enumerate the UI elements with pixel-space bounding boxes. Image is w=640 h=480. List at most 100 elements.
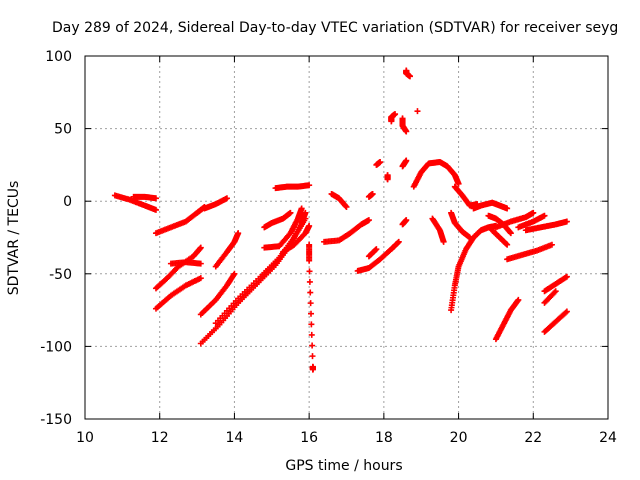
data-point <box>223 195 230 202</box>
data-point <box>309 342 316 349</box>
series-arc-42 <box>522 218 570 234</box>
data-point <box>403 157 410 164</box>
data-point <box>306 182 313 189</box>
series-arc-26 <box>399 157 410 170</box>
series-arc-2 <box>130 193 159 202</box>
series-arc-13 <box>261 209 294 231</box>
data-point <box>369 190 376 197</box>
data-point <box>551 289 558 296</box>
series-arc-19 <box>354 238 402 274</box>
data-point <box>373 246 380 253</box>
series-arc-41 <box>515 212 548 231</box>
data-point <box>308 321 315 328</box>
y-axis-label: SDTVAR / TECUs <box>6 181 22 296</box>
series-arc-33 <box>448 209 473 241</box>
series-arc-25 <box>399 115 410 135</box>
series-arc-40 <box>504 241 555 263</box>
data-point <box>302 209 309 216</box>
series-arc-15 <box>279 222 313 256</box>
data-point <box>541 212 548 219</box>
data-point <box>548 241 555 248</box>
data-point <box>235 230 242 237</box>
data-point <box>392 111 399 118</box>
x-tick-label: 12 <box>151 430 169 446</box>
y-tick-label: 0 <box>63 194 72 210</box>
data-point <box>197 244 204 251</box>
data-points <box>111 67 570 373</box>
data-point <box>152 206 159 213</box>
series-arc-20 <box>365 246 380 260</box>
data-point <box>440 238 447 245</box>
data-point <box>197 260 204 267</box>
series-arc-43 <box>541 273 570 295</box>
data-point <box>455 180 462 187</box>
data-point <box>231 270 238 277</box>
data-point <box>308 331 315 338</box>
series-arc-37 <box>489 227 511 248</box>
series-arc-4 <box>201 195 230 212</box>
series-arc-16 <box>306 241 316 373</box>
data-point <box>403 217 410 224</box>
data-point <box>309 366 316 373</box>
series-arc-11 <box>212 215 309 327</box>
data-point <box>395 238 402 245</box>
data-point <box>384 172 391 179</box>
series-arc-18 <box>328 190 350 211</box>
chart-title: Day 289 of 2024, Sidereal Day-to-day VTE… <box>52 20 618 36</box>
series-arc-34 <box>448 222 499 314</box>
series-arc-27 <box>399 217 410 228</box>
data-point <box>563 273 570 280</box>
data-point <box>197 275 204 282</box>
data-point <box>302 215 309 222</box>
series-arc-8 <box>197 270 238 318</box>
series-arc-1 <box>111 192 159 213</box>
x-axis-label: GPS time / hours <box>285 458 402 474</box>
series-arc-5 <box>152 244 204 292</box>
data-point <box>407 73 414 80</box>
series-arc-22 <box>373 158 384 168</box>
series-arc-7 <box>152 275 204 312</box>
series-arc-45 <box>541 288 559 306</box>
data-point <box>504 205 511 212</box>
series-arc-17 <box>321 217 372 245</box>
series-arc-14 <box>272 182 313 192</box>
data-point <box>306 222 313 229</box>
series-arc-21 <box>365 190 376 200</box>
x-tick-label: 14 <box>226 430 244 446</box>
series-arc-28 <box>403 67 414 80</box>
data-point <box>309 353 316 360</box>
data-point <box>343 204 350 211</box>
data-point <box>504 241 511 248</box>
data-point <box>377 158 384 165</box>
data-point <box>152 195 159 202</box>
x-tick-label: 24 <box>599 430 617 446</box>
series-arc-9 <box>212 230 242 270</box>
series-arc-35 <box>470 199 511 212</box>
data-point <box>298 205 305 212</box>
data-point <box>552 288 559 295</box>
data-point <box>507 230 514 237</box>
y-tick-label: -50 <box>49 267 72 283</box>
y-tick-label: 50 <box>54 122 72 138</box>
x-tick-label: 18 <box>375 430 393 446</box>
data-point <box>307 300 314 307</box>
data-point <box>515 296 522 303</box>
series-arc-39 <box>492 296 522 343</box>
data-point <box>563 308 570 315</box>
series-arc-3 <box>152 204 208 237</box>
series-arc-30 <box>410 158 462 190</box>
series-arc-29 <box>414 108 421 115</box>
data-point <box>414 108 421 115</box>
axis-ticks: 10 12 14 16 18 20 22 24 -150 -100 -50 0 50 100 <box>40 49 617 446</box>
series-arc-6 <box>167 259 204 267</box>
data-point <box>403 128 410 135</box>
data-point <box>306 257 313 264</box>
y-tick-label: 100 <box>45 49 72 65</box>
data-point <box>287 209 294 216</box>
series-arc-23 <box>384 172 391 183</box>
series-arc-38 <box>492 209 537 231</box>
data-point <box>530 209 537 216</box>
x-tick-label: 10 <box>76 430 94 446</box>
data-point <box>306 268 313 275</box>
